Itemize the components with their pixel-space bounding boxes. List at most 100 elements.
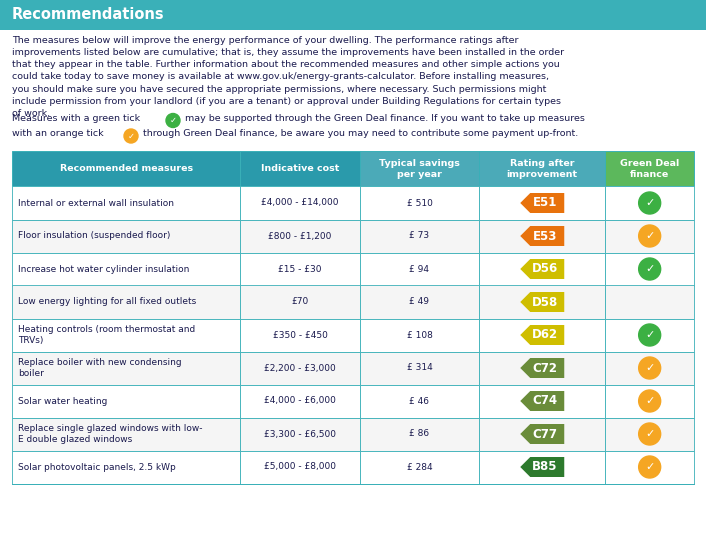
Circle shape	[639, 357, 661, 379]
Text: £ 73: £ 73	[409, 231, 429, 241]
Text: £4,000 - £6,000: £4,000 - £6,000	[264, 396, 336, 406]
FancyBboxPatch shape	[241, 450, 360, 484]
Text: C74: C74	[532, 395, 557, 407]
Polygon shape	[520, 292, 564, 312]
Text: B85: B85	[532, 460, 558, 474]
Circle shape	[639, 192, 661, 214]
FancyBboxPatch shape	[12, 450, 241, 484]
FancyBboxPatch shape	[360, 385, 479, 417]
FancyBboxPatch shape	[12, 187, 241, 220]
Text: through Green Deal finance, be aware you may need to contribute some payment up-: through Green Deal finance, be aware you…	[143, 130, 578, 139]
Polygon shape	[520, 424, 564, 444]
Polygon shape	[520, 325, 564, 345]
FancyBboxPatch shape	[605, 151, 694, 187]
Text: Measures with a green tick: Measures with a green tick	[12, 114, 140, 123]
Text: ✓: ✓	[169, 116, 176, 125]
Text: £2,200 - £3,000: £2,200 - £3,000	[264, 364, 336, 373]
Text: Solar photovoltaic panels, 2.5 kWp: Solar photovoltaic panels, 2.5 kWp	[18, 463, 176, 471]
Text: £ 46: £ 46	[409, 396, 429, 406]
Text: £5,000 - £8,000: £5,000 - £8,000	[264, 463, 336, 471]
FancyBboxPatch shape	[0, 0, 706, 30]
Text: C77: C77	[532, 427, 557, 440]
Text: ✓: ✓	[128, 131, 135, 141]
Polygon shape	[520, 358, 564, 378]
FancyBboxPatch shape	[12, 319, 241, 352]
FancyBboxPatch shape	[479, 385, 605, 417]
Text: £800 - £1,200: £800 - £1,200	[268, 231, 332, 241]
FancyBboxPatch shape	[605, 285, 694, 319]
Text: Increase hot water cylinder insulation: Increase hot water cylinder insulation	[18, 264, 189, 273]
Text: with an orange tick: with an orange tick	[12, 130, 104, 139]
Polygon shape	[520, 259, 564, 279]
Text: £ 510: £ 510	[407, 199, 433, 208]
Text: £ 86: £ 86	[409, 429, 429, 438]
Text: Indicative cost: Indicative cost	[261, 164, 340, 173]
Text: Typical savings
per year: Typical savings per year	[379, 159, 460, 179]
Text: Recommended measures: Recommended measures	[60, 164, 193, 173]
FancyBboxPatch shape	[360, 417, 479, 450]
Polygon shape	[520, 226, 564, 246]
Circle shape	[639, 456, 661, 478]
Circle shape	[166, 114, 180, 128]
FancyBboxPatch shape	[605, 352, 694, 385]
Circle shape	[639, 390, 661, 412]
Circle shape	[124, 129, 138, 143]
FancyBboxPatch shape	[605, 220, 694, 252]
FancyBboxPatch shape	[241, 385, 360, 417]
FancyBboxPatch shape	[360, 352, 479, 385]
Text: Green Deal
finance: Green Deal finance	[620, 159, 679, 179]
FancyBboxPatch shape	[605, 187, 694, 220]
Text: ✓: ✓	[645, 429, 654, 439]
FancyBboxPatch shape	[479, 285, 605, 319]
FancyBboxPatch shape	[12, 352, 241, 385]
Text: ✓: ✓	[645, 198, 654, 208]
FancyBboxPatch shape	[12, 220, 241, 252]
Text: ✓: ✓	[645, 396, 654, 406]
FancyBboxPatch shape	[241, 252, 360, 285]
FancyBboxPatch shape	[12, 252, 241, 285]
Polygon shape	[520, 457, 564, 477]
Text: D56: D56	[532, 263, 558, 275]
Text: C72: C72	[532, 362, 557, 374]
Text: £3,300 - £6,500: £3,300 - £6,500	[264, 429, 336, 438]
Text: Rating after
improvement: Rating after improvement	[507, 159, 578, 179]
FancyBboxPatch shape	[479, 417, 605, 450]
FancyBboxPatch shape	[241, 220, 360, 252]
FancyBboxPatch shape	[605, 252, 694, 285]
FancyBboxPatch shape	[479, 151, 605, 187]
Text: £ 314: £ 314	[407, 364, 432, 373]
Text: Internal or external wall insulation: Internal or external wall insulation	[18, 199, 174, 208]
FancyBboxPatch shape	[360, 319, 479, 352]
FancyBboxPatch shape	[605, 417, 694, 450]
Text: Recommendations: Recommendations	[12, 8, 164, 23]
Text: ✓: ✓	[645, 363, 654, 373]
Text: D58: D58	[532, 295, 558, 309]
Text: £ 94: £ 94	[409, 264, 429, 273]
Text: ✓: ✓	[645, 264, 654, 274]
Text: Heating controls (room thermostat and
TRVs): Heating controls (room thermostat and TR…	[18, 325, 196, 345]
Text: ✓: ✓	[645, 330, 654, 340]
Text: D62: D62	[532, 328, 558, 342]
FancyBboxPatch shape	[479, 252, 605, 285]
Text: £ 284: £ 284	[407, 463, 432, 471]
FancyBboxPatch shape	[360, 450, 479, 484]
FancyBboxPatch shape	[12, 385, 241, 417]
Text: £ 108: £ 108	[407, 331, 433, 339]
Text: £70: £70	[292, 298, 309, 306]
FancyBboxPatch shape	[605, 450, 694, 484]
Circle shape	[639, 225, 661, 247]
FancyBboxPatch shape	[605, 385, 694, 417]
Text: Solar water heating: Solar water heating	[18, 396, 107, 406]
Text: £350 - £450: £350 - £450	[273, 331, 328, 339]
FancyBboxPatch shape	[479, 319, 605, 352]
Text: E51: E51	[532, 197, 557, 210]
FancyBboxPatch shape	[360, 151, 479, 187]
Text: Replace single glazed windows with low-
E double glazed windows: Replace single glazed windows with low- …	[18, 424, 203, 444]
FancyBboxPatch shape	[360, 220, 479, 252]
Text: £ 49: £ 49	[409, 298, 429, 306]
FancyBboxPatch shape	[479, 352, 605, 385]
FancyBboxPatch shape	[241, 352, 360, 385]
FancyBboxPatch shape	[360, 187, 479, 220]
Polygon shape	[520, 391, 564, 411]
FancyBboxPatch shape	[605, 319, 694, 352]
